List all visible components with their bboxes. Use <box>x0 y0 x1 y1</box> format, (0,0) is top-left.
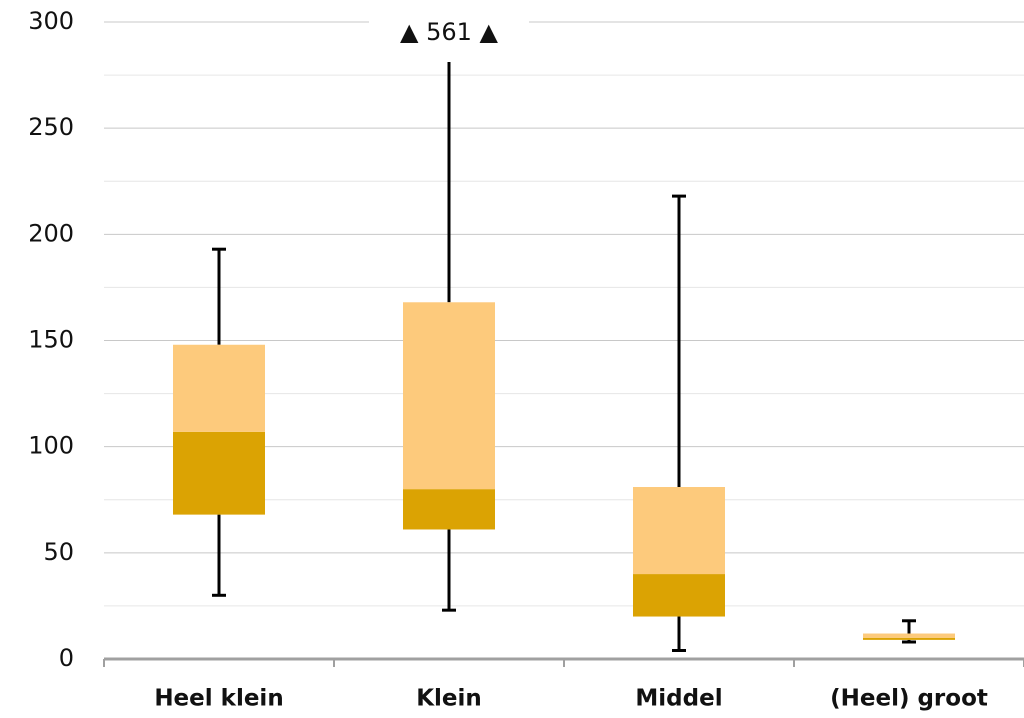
y-tick-label: 100 <box>28 432 74 460</box>
x-tick-label: (Heel) groot <box>830 686 988 712</box>
box-lower <box>403 489 495 530</box>
box-lower <box>863 637 955 640</box>
y-tick-label: 300 <box>28 7 74 35</box>
box-lower <box>173 431 265 515</box>
x-tick-label: Middel <box>635 686 722 712</box>
box-lower <box>633 574 725 617</box>
box-upper <box>403 302 495 490</box>
box-upper <box>863 633 955 638</box>
x-tick-label: Klein <box>416 686 482 712</box>
y-tick-label: 150 <box>28 326 74 354</box>
label-bg <box>369 6 529 38</box>
y-tick-label: 200 <box>28 219 74 247</box>
y-tick-label: 250 <box>28 113 74 141</box>
y-tick-label: 0 <box>59 644 74 672</box>
x-tick-label: Heel klein <box>154 686 283 712</box>
box-upper <box>173 344 265 432</box>
y-tick-label: 50 <box>43 538 74 566</box>
whisker-high-label: ▲ 561 ▲ <box>400 18 499 46</box>
box-upper <box>633 487 725 575</box>
